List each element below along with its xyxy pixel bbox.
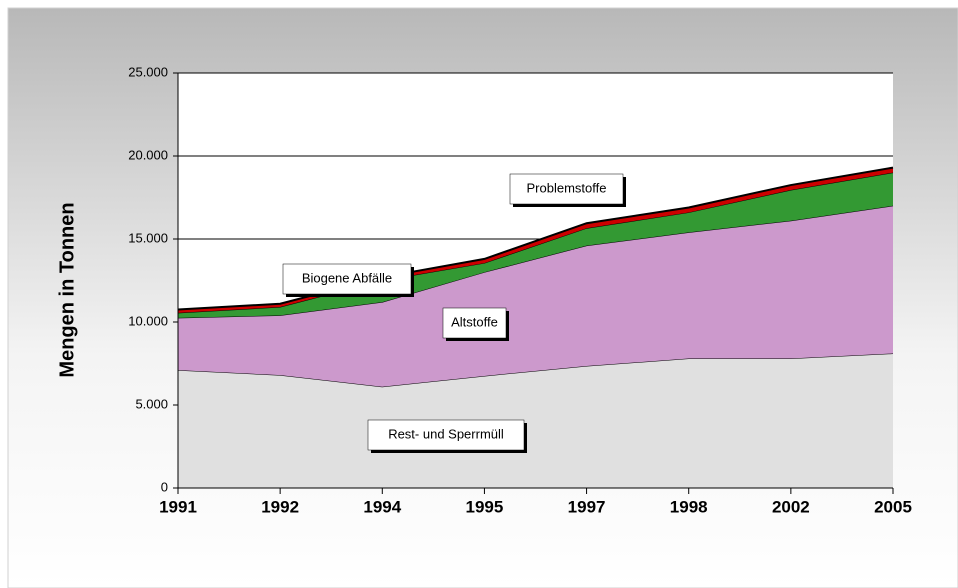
x-tick-label: 1992 xyxy=(261,497,299,516)
label-box xyxy=(509,173,624,205)
y-tick-label: 0 xyxy=(161,479,168,494)
x-tick-label: 1995 xyxy=(466,497,504,516)
y-tick-label: 20.000 xyxy=(128,147,168,162)
x-tick-label: 1991 xyxy=(159,497,197,516)
label-box xyxy=(367,419,525,451)
series-label: Biogene Abfälle xyxy=(302,270,392,285)
x-tick-label: 2005 xyxy=(874,497,912,516)
area xyxy=(178,205,893,387)
area xyxy=(178,167,893,313)
area xyxy=(178,172,893,318)
y-tick-label: 5.000 xyxy=(135,396,168,411)
y-tick-label: 15.000 xyxy=(128,230,168,245)
series-label: Altstoffe xyxy=(451,314,498,329)
y-tick-label: 10.000 xyxy=(128,313,168,328)
series-label: Problemstoffe xyxy=(527,180,607,195)
x-tick-label: 1998 xyxy=(670,497,708,516)
area xyxy=(178,353,893,488)
x-tick-label: 2002 xyxy=(772,497,810,516)
x-tick-label: 1994 xyxy=(363,497,401,516)
area-edge xyxy=(177,166,894,311)
label-box xyxy=(282,263,412,295)
label-box xyxy=(442,307,507,339)
y-axis-label: Mengen in Tonnen xyxy=(56,202,78,377)
series-label: Rest- und Sperrmüll xyxy=(388,426,504,441)
x-tick-label: 1997 xyxy=(568,497,606,516)
y-tick-label: 25.000 xyxy=(128,64,168,79)
